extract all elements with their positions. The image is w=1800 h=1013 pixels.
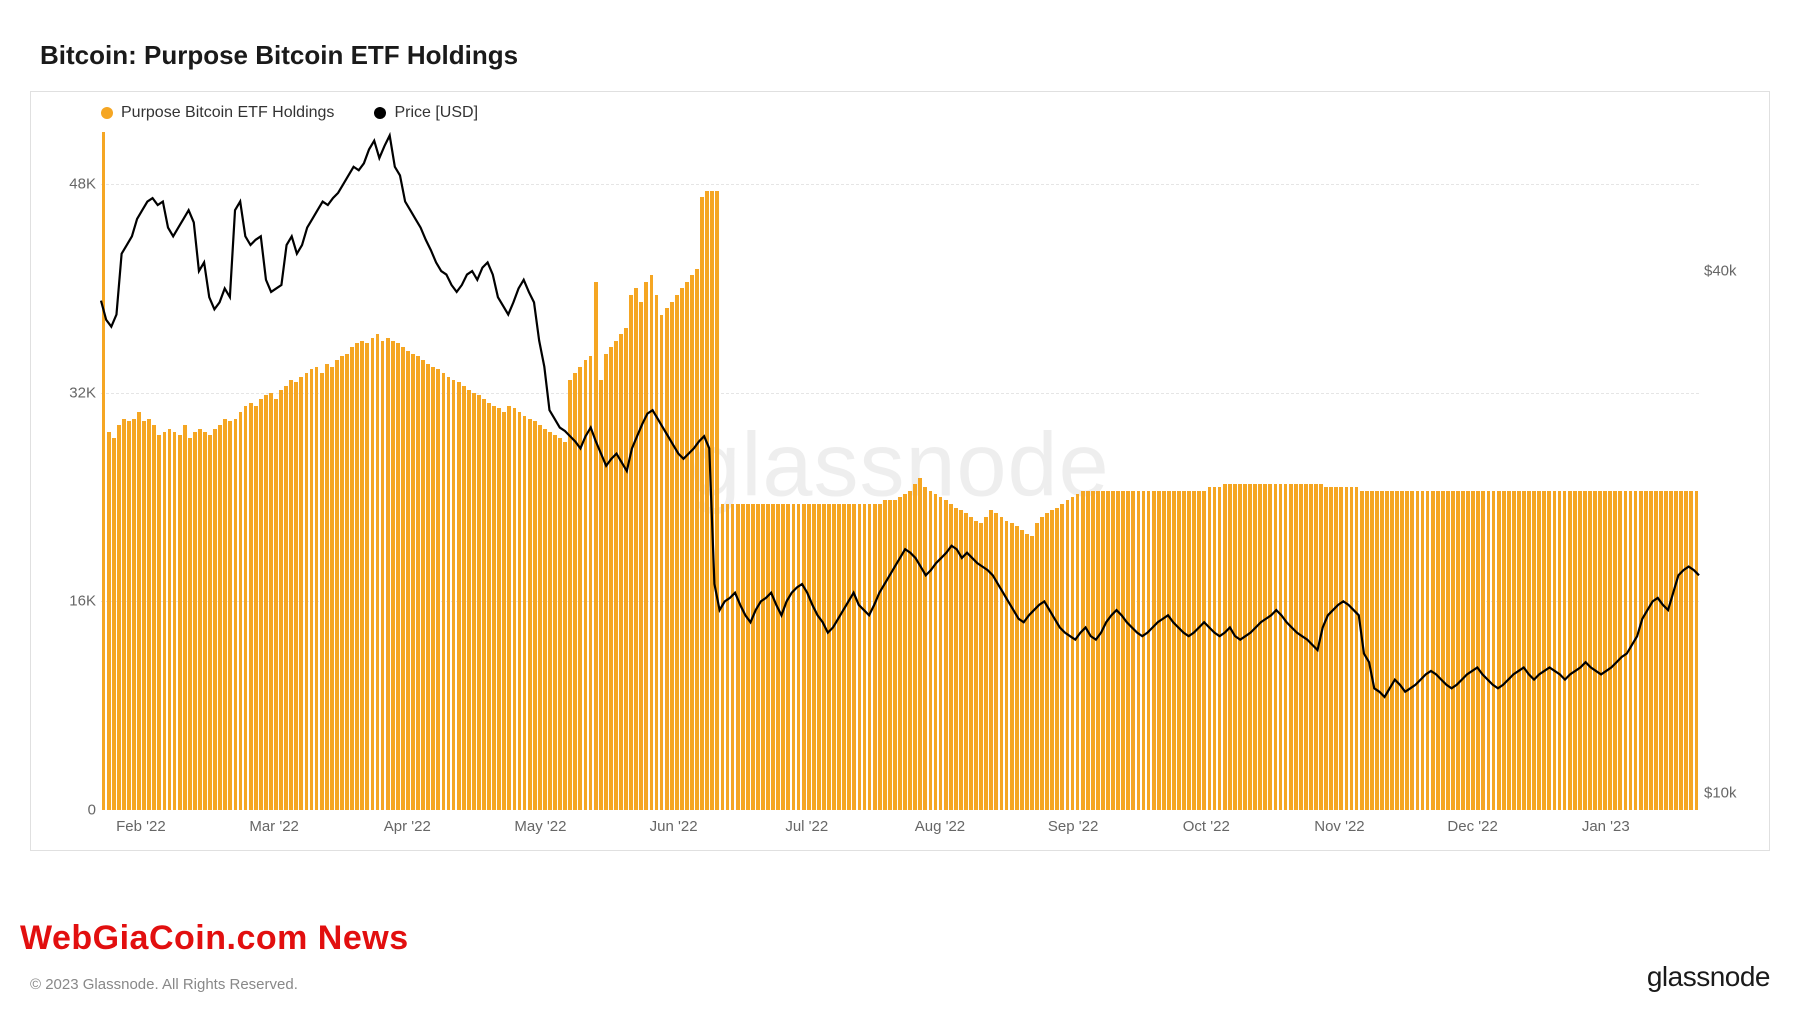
y-axis-right: $10k $40k	[1704, 132, 1764, 810]
legend: Purpose Bitcoin ETF Holdings Price [USD]	[101, 104, 478, 122]
x-tick: Feb '22	[116, 818, 166, 835]
chart-box: Purpose Bitcoin ETF Holdings Price [USD]…	[30, 91, 1770, 851]
x-tick: Oct '22	[1183, 818, 1230, 835]
footer: © 2023 Glassnode. All Rights Reserved. g…	[30, 961, 1770, 993]
overlay-news-text: WebGiaCoin.com News	[20, 919, 409, 958]
x-tick: Dec '22	[1447, 818, 1497, 835]
x-tick: Aug '22	[915, 818, 965, 835]
y-left-tick: 32K	[36, 384, 96, 401]
chart-title: Bitcoin: Purpose Bitcoin ETF Holdings	[30, 40, 1770, 71]
legend-holdings: Purpose Bitcoin ETF Holdings	[101, 104, 334, 122]
legend-price: Price [USD]	[374, 104, 478, 122]
x-tick: May '22	[514, 818, 566, 835]
x-tick: Sep '22	[1048, 818, 1098, 835]
x-tick: Jul '22	[785, 818, 828, 835]
brand-logo: glassnode	[1647, 961, 1770, 993]
y-right-tick: $10k	[1704, 784, 1764, 801]
y-left-tick: 48K	[36, 176, 96, 193]
legend-price-label: Price [USD]	[394, 104, 478, 122]
x-tick: Apr '22	[384, 818, 431, 835]
copyright-text: © 2023 Glassnode. All Rights Reserved.	[30, 976, 298, 993]
chart-container: Bitcoin: Purpose Bitcoin ETF Holdings Pu…	[0, 0, 1800, 1013]
y-right-tick: $40k	[1704, 263, 1764, 280]
y-left-tick: 0	[36, 802, 96, 819]
plot-area: glassnode	[101, 132, 1699, 810]
price-path	[101, 135, 1699, 697]
y-axis-left: 016K32K48K	[36, 132, 96, 810]
x-tick: Nov '22	[1314, 818, 1364, 835]
price-line	[101, 132, 1699, 810]
legend-dot-price	[374, 107, 386, 119]
legend-dot-holdings	[101, 107, 113, 119]
legend-holdings-label: Purpose Bitcoin ETF Holdings	[121, 104, 334, 122]
x-tick: Jan '23	[1582, 818, 1630, 835]
x-tick: Jun '22	[650, 818, 698, 835]
x-axis: Feb '22 Mar '22 Apr '22 May '22 Jun '22 Jul '…	[101, 818, 1699, 842]
x-tick: Mar '22	[249, 818, 299, 835]
y-left-tick: 16K	[36, 593, 96, 610]
